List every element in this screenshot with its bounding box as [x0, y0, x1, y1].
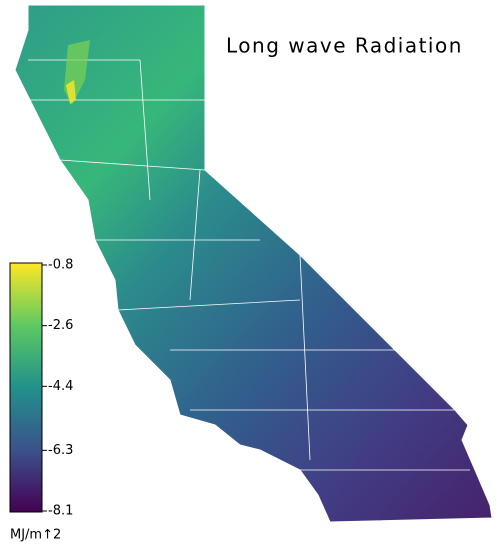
colorbar-tick-label: -2.6: [48, 318, 73, 333]
map-title: Long wave Radiation: [226, 34, 463, 58]
colorbar-tick-label: -8.1: [48, 504, 73, 519]
colorbar: [9, 262, 43, 513]
state-shape: [14, 4, 493, 523]
colorbar-tick-label: -6.3: [48, 443, 73, 458]
colorbar-tick-label: -0.8: [48, 258, 73, 273]
colorbar-tick-label: -4.4: [48, 379, 73, 394]
high-value-spot: [66, 80, 76, 104]
colorbar-label: MJ/m↑2: [10, 528, 61, 543]
